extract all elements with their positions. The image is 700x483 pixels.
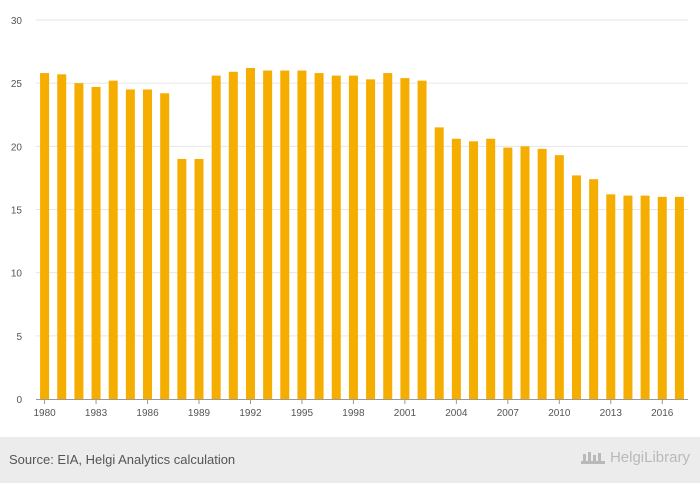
bar <box>245 68 255 400</box>
bar <box>366 79 376 400</box>
bar <box>160 93 170 400</box>
bar <box>486 138 496 399</box>
library-icon <box>580 451 605 464</box>
x-tick-label: 1995 <box>291 408 314 419</box>
y-tick-label: 15 <box>11 206 23 217</box>
x-tick-label: 1986 <box>136 408 159 419</box>
source-note: Source: EIA, Helgi Analytics calculation <box>9 452 236 467</box>
bar <box>177 158 187 399</box>
x-tick-label: 1980 <box>33 408 56 419</box>
logo-text: HelgiLibrary <box>609 449 690 466</box>
y-tick-label: 0 <box>16 395 22 406</box>
y-tick-label: 20 <box>11 142 23 153</box>
bar <box>331 75 341 399</box>
bar <box>657 196 667 399</box>
bar <box>194 158 204 399</box>
bar <box>520 146 530 399</box>
bar <box>125 89 135 399</box>
bar <box>57 74 67 399</box>
x-tick-label: 2004 <box>445 408 468 419</box>
bar <box>571 175 581 399</box>
bar <box>40 73 50 399</box>
bar <box>400 78 410 399</box>
x-tick-label: 1998 <box>342 408 365 419</box>
bar <box>297 70 307 400</box>
x-tick-label: 1983 <box>85 408 108 419</box>
bar <box>606 194 616 399</box>
bar <box>589 179 599 399</box>
x-tick-label: 1989 <box>188 408 211 419</box>
x-tick-label: 2016 <box>651 408 674 419</box>
bar <box>74 83 84 400</box>
x-tick-label: 2013 <box>600 408 623 419</box>
x-tick-label: 2010 <box>548 408 571 419</box>
y-tick-label: 25 <box>11 79 23 90</box>
bar <box>91 86 101 399</box>
x-tick-label: 2007 <box>497 408 520 419</box>
bar <box>314 73 324 399</box>
bar <box>108 80 118 399</box>
bar <box>554 155 564 399</box>
bar <box>263 70 273 400</box>
bar <box>228 71 238 400</box>
bar <box>211 75 221 399</box>
bar <box>348 75 358 399</box>
bar <box>417 80 427 399</box>
footer: Source: EIA, Helgi Analytics calculation… <box>0 437 700 483</box>
bar <box>143 89 153 399</box>
bar <box>503 147 513 399</box>
y-tick-label: 5 <box>16 332 22 343</box>
bar-chart: 0 5 10 15 20 25 30 1980 1983 1986 1989 1992 1995 1998… <box>11 16 688 419</box>
bar <box>623 195 633 399</box>
x-tick-label: 1992 <box>239 408 262 419</box>
x-tick-label: 2001 <box>394 408 417 419</box>
bar <box>537 148 547 399</box>
y-tick-label: 30 <box>11 16 23 27</box>
bar <box>674 196 684 399</box>
bar <box>640 195 650 399</box>
bar <box>451 138 461 399</box>
bar <box>469 141 479 399</box>
bar <box>383 73 393 399</box>
y-tick-label: 10 <box>11 269 23 280</box>
bar <box>280 70 290 400</box>
helgi-library-logo[interactable]: HelgiLibrary <box>580 449 690 466</box>
bar <box>434 127 444 399</box>
